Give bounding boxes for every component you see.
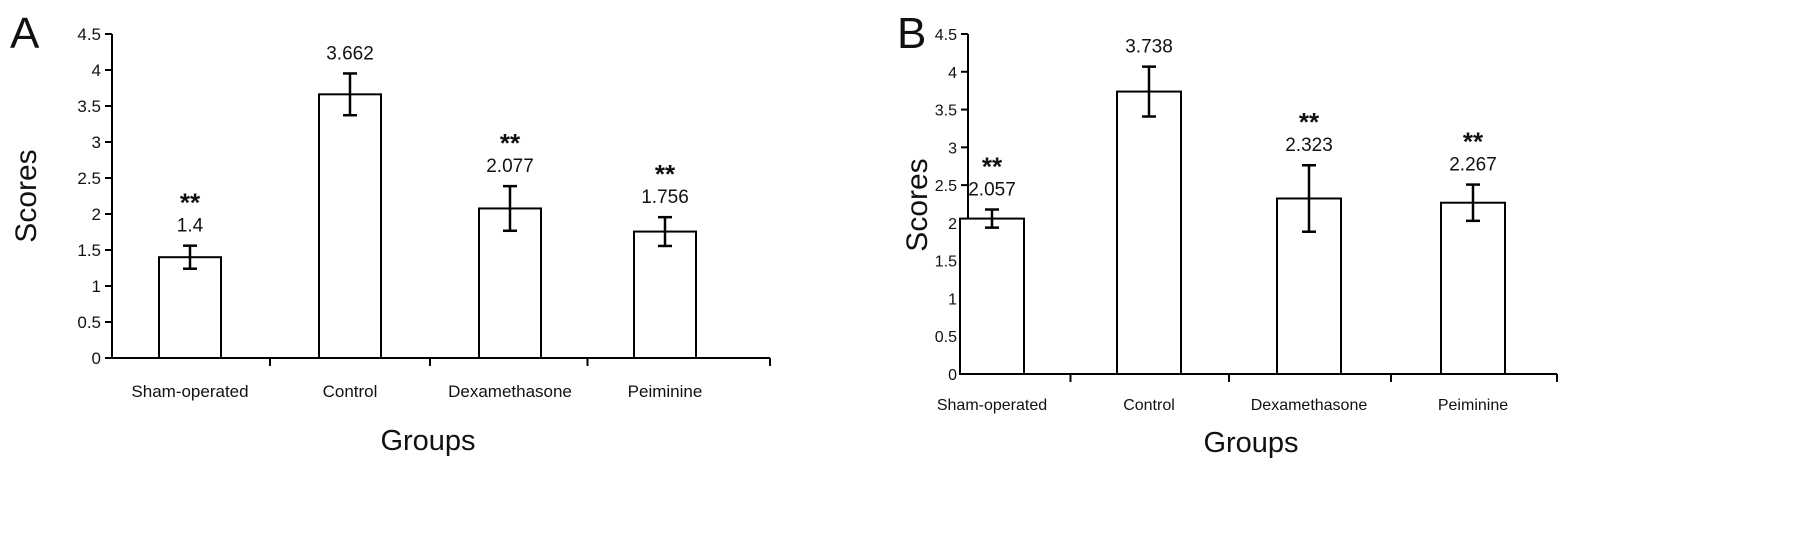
x-tick-label: Sham-operated [131, 382, 248, 401]
y-tick-label: 0 [92, 349, 101, 368]
y-tick-label: 3.5 [935, 103, 957, 120]
data-label: 2.323 [1285, 135, 1333, 156]
bar-chart-b: BScores00.511.522.533.544.52.057**Sham-o… [897, 9, 1558, 459]
y-tick-label: 2.5 [935, 178, 957, 195]
bar [158, 256, 222, 360]
bar [1440, 201, 1506, 375]
x-tick-label: Peiminine [628, 382, 703, 401]
bar [318, 93, 382, 359]
y-tick-label: 3 [92, 133, 101, 152]
y-tick-label: 1 [92, 277, 101, 296]
y-tick-label: 0.5 [935, 329, 957, 346]
y-tick-label: 3 [948, 140, 957, 157]
significance-marker: ** [655, 159, 676, 189]
significance-marker: ** [1299, 107, 1320, 137]
bar [959, 217, 1025, 375]
x-tick-label: Dexamethasone [1251, 397, 1368, 414]
chart-panel-b: B Scores 0 0.5 1 1.5 2 2.5 3 3.5 4 4.5 2.057 ** Sham-o… [897, 0, 1795, 540]
y-tick-label: 1.5 [935, 254, 957, 271]
y-tick-label: 2.5 [77, 169, 101, 188]
data-label: 3.738 [1125, 37, 1173, 58]
y-tick-label: 4 [948, 65, 957, 82]
data-label: 2.077 [486, 156, 534, 177]
y-tick-label: 0 [948, 367, 957, 384]
significance-marker: ** [500, 128, 521, 158]
significance-marker: ** [180, 188, 201, 218]
chart-panel-a: A Scores 0 0.5 1 1.5 2 2.5 3 3.5 4 4.5 1.4 ** Sham-ope… [0, 0, 897, 540]
bar [633, 230, 697, 359]
y-tick-label: 1 [948, 291, 957, 308]
x-tick-label: Control [1123, 397, 1175, 414]
significance-marker: ** [1463, 127, 1484, 157]
data-label: 2.267 [1449, 155, 1497, 176]
y-axis-label: Scores [10, 149, 43, 242]
y-tick-label: 2 [948, 216, 957, 233]
bar [1116, 90, 1182, 375]
y-axis-label: Scores [901, 158, 934, 251]
x-tick-label: Control [323, 382, 378, 401]
y-tick-label: 4.5 [935, 27, 957, 44]
panel-label-b: B [897, 9, 926, 58]
significance-marker: ** [982, 152, 1003, 182]
data-label: 2.057 [968, 180, 1016, 201]
x-axis-label: Groups [1203, 427, 1298, 459]
y-tick-label: 3.5 [77, 97, 101, 116]
y-tick-label: 0.5 [77, 313, 101, 332]
x-tick-label: Sham-operated [937, 397, 1047, 414]
y-tick-label: 2 [92, 205, 101, 224]
y-tick-label: 4.5 [77, 25, 101, 44]
bar [478, 207, 542, 359]
bar-chart-a: AScores00.511.522.533.544.51.4**Sham-ope… [10, 9, 771, 457]
x-axis-label: Groups [380, 425, 475, 457]
data-label: 1.756 [641, 187, 689, 208]
x-tick-label: Dexamethasone [448, 382, 572, 401]
panel-label-a: A [10, 9, 40, 58]
data-label: 3.662 [326, 43, 374, 64]
x-tick-label: Peiminine [1438, 397, 1508, 414]
y-tick-label: 1.5 [77, 241, 101, 260]
data-label: 1.4 [177, 216, 204, 237]
y-tick-label: 4 [92, 61, 101, 80]
